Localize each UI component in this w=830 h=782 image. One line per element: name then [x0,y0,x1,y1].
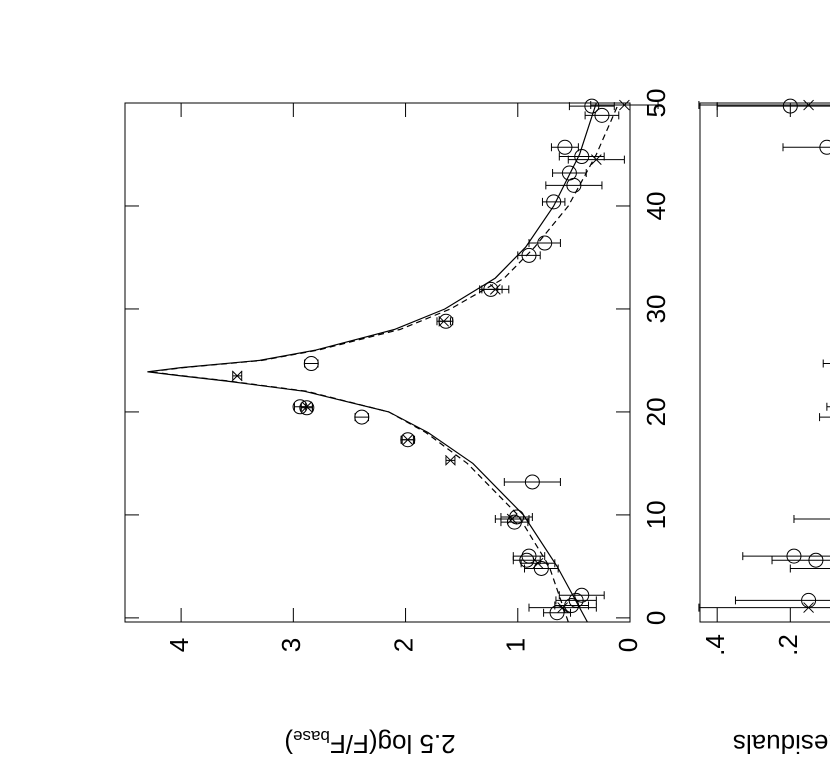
error-bar [716,102,830,111]
data-point [231,370,243,382]
error-bar [550,143,579,152]
data-point [584,98,600,114]
data-point [557,139,573,155]
label-subscript: base [293,727,330,746]
data-point [590,154,602,165]
y-tick-label: 3 [276,638,306,652]
data-point [524,474,540,490]
data-point [808,552,824,568]
error-bar [742,552,830,561]
y-tick-label: 2 [388,638,418,652]
data-point [354,409,370,425]
data-point [546,194,562,210]
label-text: 2.5 log(F/F [330,729,456,759]
data-point [574,149,590,165]
error-bar [552,169,587,178]
plot-frame [124,102,631,623]
data-point [803,99,814,111]
data-point [438,315,450,327]
error-bar [822,359,830,368]
error-bar [826,402,830,411]
data-point [506,513,518,525]
error-bar [771,556,830,565]
x-tick-label: 0 [641,611,671,625]
x-tick-label: 30 [641,294,671,323]
error-bar [584,111,620,120]
x-tick-label: 10 [641,500,671,529]
data-point [557,602,569,613]
data-point [301,401,313,413]
error-bar [734,596,830,605]
data-point [786,548,802,564]
y-axis-label: 2.5 log(F/Fbase) [284,727,455,760]
y-tick-label: .4 [700,634,730,656]
data-point [819,139,830,155]
error-bar [304,359,319,368]
error-bar [568,102,615,111]
data-point [299,400,315,416]
error-bar [541,197,566,206]
data-point [445,454,456,466]
data-point [303,356,319,372]
data-point [561,165,577,181]
y-axis-label: Residuals [733,729,830,759]
data-point [489,284,501,295]
error-bar [528,239,561,248]
data-point [574,587,590,603]
data-point [402,434,414,446]
label-text: Residuals [733,729,830,759]
error-bar [698,101,830,110]
error-bar [698,603,830,612]
error-bar [782,143,830,152]
y-tick-label: 4 [164,638,194,652]
x-tick-label: 40 [641,192,671,221]
y-tick-label: .2 [773,634,803,656]
data-point [594,107,610,123]
x-tick-label: 50 [641,89,671,118]
error-bar [503,477,561,486]
data-point [533,560,549,576]
error-bar [793,515,830,524]
y-tick-label: 1 [501,638,531,652]
error-bar [354,413,370,422]
model-curve [149,102,620,623]
y-tick-label: 0 [613,638,643,652]
data-point [537,235,553,251]
plot-frame [699,102,830,623]
model-curve [147,102,597,623]
x-tick-label: 20 [641,397,671,426]
data-point [521,247,537,263]
error-bar [558,591,605,600]
error-bar [512,552,546,561]
error-bar [545,181,603,190]
error-bar [789,564,830,573]
data-point [619,99,630,111]
label-text: ) [284,729,293,759]
data-point [803,602,814,613]
data-point [400,432,416,448]
error-bar [819,413,830,422]
error-bar [524,564,559,573]
data-point [782,98,798,114]
data-point [519,552,535,568]
error-bar [555,596,597,605]
error-bar [500,512,533,521]
data-point [532,557,544,569]
